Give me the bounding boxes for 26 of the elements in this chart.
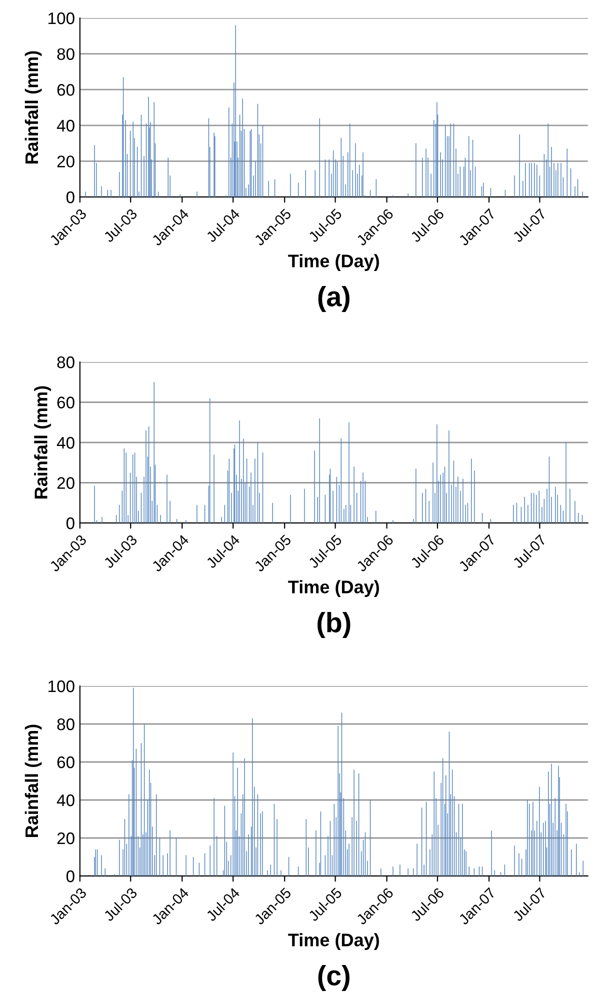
y-tick-label: 100 <box>48 680 74 692</box>
x-axis-title: Time (Day) <box>288 580 379 597</box>
y-tick-label: 60 <box>57 396 74 408</box>
y-tick-label: 60 <box>57 756 74 768</box>
y-tick-label: 80 <box>57 718 74 730</box>
y-axis-title: Rainfall (mm) <box>34 386 51 498</box>
y-tick-label: 0 <box>66 870 74 882</box>
y-tick-label: 80 <box>57 48 74 60</box>
y-tick-label: 0 <box>66 191 74 204</box>
x-axis-title: Time (Day) <box>288 254 379 271</box>
y-tick-label: 20 <box>57 477 74 489</box>
y-tick-label: 80 <box>57 356 74 368</box>
y-tick-label: 40 <box>56 436 74 449</box>
text: (c) <box>318 965 350 991</box>
text: (a) <box>318 286 350 312</box>
x-axis-title: Time (Day) <box>288 933 379 950</box>
y-tick-label: 20 <box>57 156 74 168</box>
y-axis-title: Rainfall (mm) <box>24 724 42 837</box>
y-axis-title: Rainfall (mm) <box>24 51 42 164</box>
y-tick-label: 20 <box>57 832 74 844</box>
y-tick-label: 0 <box>66 517 74 530</box>
y-tick-label: 100 <box>48 12 74 24</box>
y-tick-label: 60 <box>57 84 74 96</box>
y-tick-label: 40 <box>56 120 74 132</box>
y-tick-label: 40 <box>56 794 74 806</box>
text: (b) <box>318 612 350 638</box>
